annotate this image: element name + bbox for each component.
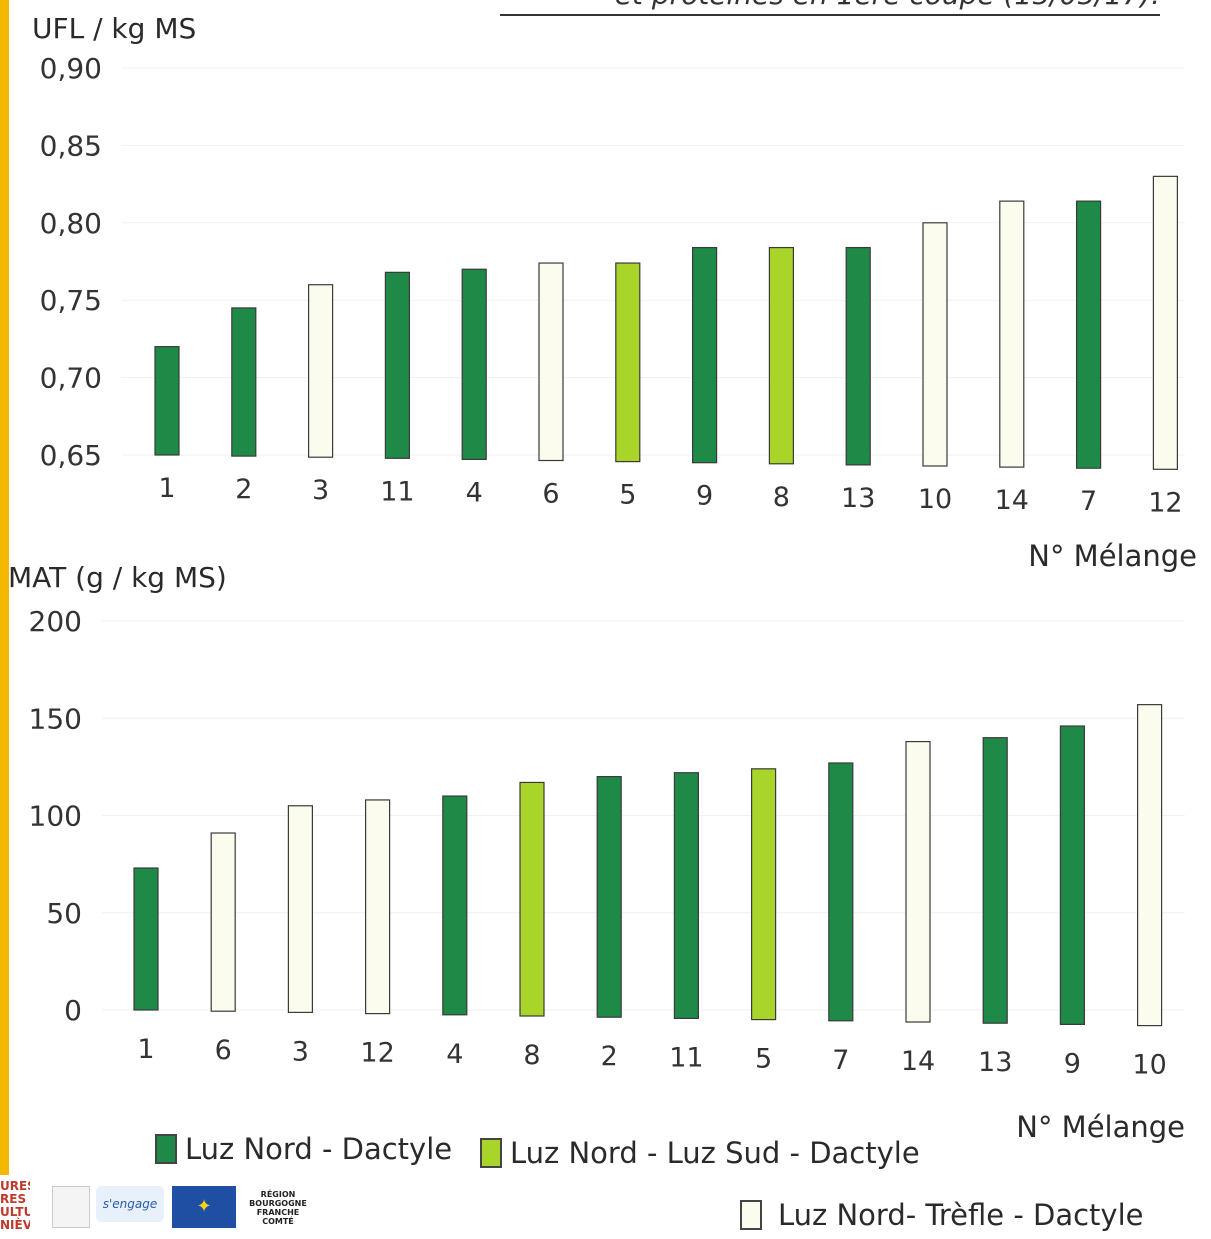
bar — [1075, 200, 1102, 469]
x-tick-label: 10 — [918, 484, 952, 515]
legend-swatch-dactyle — [155, 1134, 177, 1164]
x-tick-label: 1 — [137, 1034, 154, 1065]
y-tick-label: 200 — [29, 605, 82, 638]
x-tick-label: 3 — [292, 1036, 309, 1067]
bar — [1059, 725, 1086, 1025]
x-tick-label: 4 — [446, 1039, 463, 1070]
ufl-chart: UFL / kg MS0,650,700,750,800,850,901 2 3 11… — [32, 12, 1197, 573]
bar — [133, 867, 159, 1011]
legend-swatch-trefle — [740, 1200, 762, 1230]
x-axis-label: N° Mélange — [1028, 539, 1197, 573]
bar — [210, 832, 236, 1012]
y-tick-label: 0,65 — [40, 439, 102, 472]
x-tick-label: 12 — [1148, 487, 1182, 518]
x-tick-label: 6 — [542, 479, 559, 510]
bar — [691, 246, 718, 464]
legend-label: Luz Nord - Luz Sud - Dactyle — [510, 1136, 920, 1170]
bar — [365, 799, 391, 1015]
bar — [231, 307, 257, 457]
x-tick-label: 12 — [360, 1038, 394, 1069]
bar — [538, 262, 564, 462]
bar — [828, 762, 854, 1022]
legend-trefle: Luz Nord- Trèfle - Dactyle — [740, 1198, 1143, 1232]
legend-label: Luz Nord - Dactyle — [185, 1132, 453, 1166]
y-tick-label: 0,75 — [40, 284, 102, 317]
x-axis-label: N° Mélange — [1016, 1110, 1185, 1144]
bar — [442, 795, 468, 1016]
y-axis-label: MAT (g / kg MS) — [8, 561, 227, 594]
y-tick-label: 0,90 — [40, 52, 102, 85]
engage-logo: s'engage — [96, 1186, 164, 1222]
chamber-agriculture-logo: URES RES ULTURE NIÈVRE — [0, 1180, 30, 1232]
bar — [519, 781, 545, 1017]
side-accent-stripe — [0, 0, 9, 1175]
x-tick-label: 7 — [1080, 486, 1097, 517]
partner-logos: URES RES ULTURE NIÈVRE s'engage ✦ RÉGION… — [0, 1180, 330, 1236]
x-tick-label: 2 — [235, 474, 252, 505]
y-tick-label: 0,80 — [40, 207, 102, 240]
x-tick-label: 3 — [312, 475, 329, 506]
x-tick-label: 2 — [601, 1041, 618, 1072]
legend-luzsud: Luz Nord - Luz Sud - Dactyle — [480, 1136, 920, 1170]
x-tick-label: 6 — [215, 1035, 232, 1066]
x-tick-label: 1 — [158, 473, 175, 504]
bar — [999, 200, 1025, 468]
bar — [384, 271, 410, 459]
y-tick-label: 150 — [29, 702, 82, 735]
bar — [768, 246, 795, 465]
y-tick-label: 100 — [29, 800, 82, 833]
bar — [615, 262, 641, 463]
legend-label: Luz Nord- Trèfle - Dactyle — [778, 1198, 1144, 1232]
x-tick-label: 8 — [773, 482, 790, 513]
y-tick-label: 50 — [46, 897, 82, 930]
mat-chart: MAT (g / kg MS) 0 50 100 150 200 1 6 3 12 4 8 2 11 5 7 1… — [8, 561, 1185, 1144]
bar — [1136, 704, 1163, 1027]
y-tick-label: 0,85 — [40, 129, 102, 162]
x-tick-label: 5 — [755, 1044, 772, 1075]
y-axis-label: UFL / kg MS — [32, 12, 196, 45]
x-tick-label: 5 — [619, 480, 636, 511]
legend-swatch-luzsud — [480, 1138, 502, 1168]
bar — [461, 268, 487, 460]
x-tick-label: 13 — [841, 483, 875, 514]
y-tick-label: 0 — [64, 994, 82, 1027]
x-tick-label: 9 — [1064, 1048, 1081, 1079]
bar — [287, 805, 313, 1013]
x-tick-label: 8 — [523, 1040, 540, 1071]
region-logo: RÉGION BOURGOGNE FRANCHE COMTÉ — [249, 1190, 307, 1226]
x-tick-label: 11 — [669, 1042, 703, 1073]
bar — [308, 284, 334, 458]
x-tick-label: 14 — [995, 485, 1029, 516]
prefecture-crest-logo — [52, 1186, 90, 1228]
x-tick-label: 14 — [901, 1046, 935, 1077]
y-tick-label: 0,70 — [40, 362, 102, 395]
bar — [922, 222, 948, 467]
x-tick-label: 7 — [832, 1045, 849, 1076]
bar — [845, 246, 871, 466]
eu-flag-logo: ✦ — [172, 1186, 236, 1228]
bar — [1152, 175, 1179, 470]
bar — [750, 768, 777, 1021]
x-tick-label: 13 — [978, 1047, 1012, 1078]
x-tick-label: 10 — [1132, 1050, 1166, 1081]
bar — [982, 737, 1008, 1024]
legend-dactyle: Luz Nord - Dactyle — [155, 1132, 452, 1166]
bar — [905, 740, 931, 1023]
bar — [673, 772, 700, 1020]
figure-caption: et protéines en 1ère coupe (15/05/17). — [500, 0, 1160, 16]
bar — [154, 346, 180, 456]
x-tick-label: 9 — [696, 481, 713, 512]
x-tick-label: 4 — [466, 477, 483, 508]
x-tick-label: 11 — [380, 476, 414, 507]
bar — [596, 776, 622, 1018]
